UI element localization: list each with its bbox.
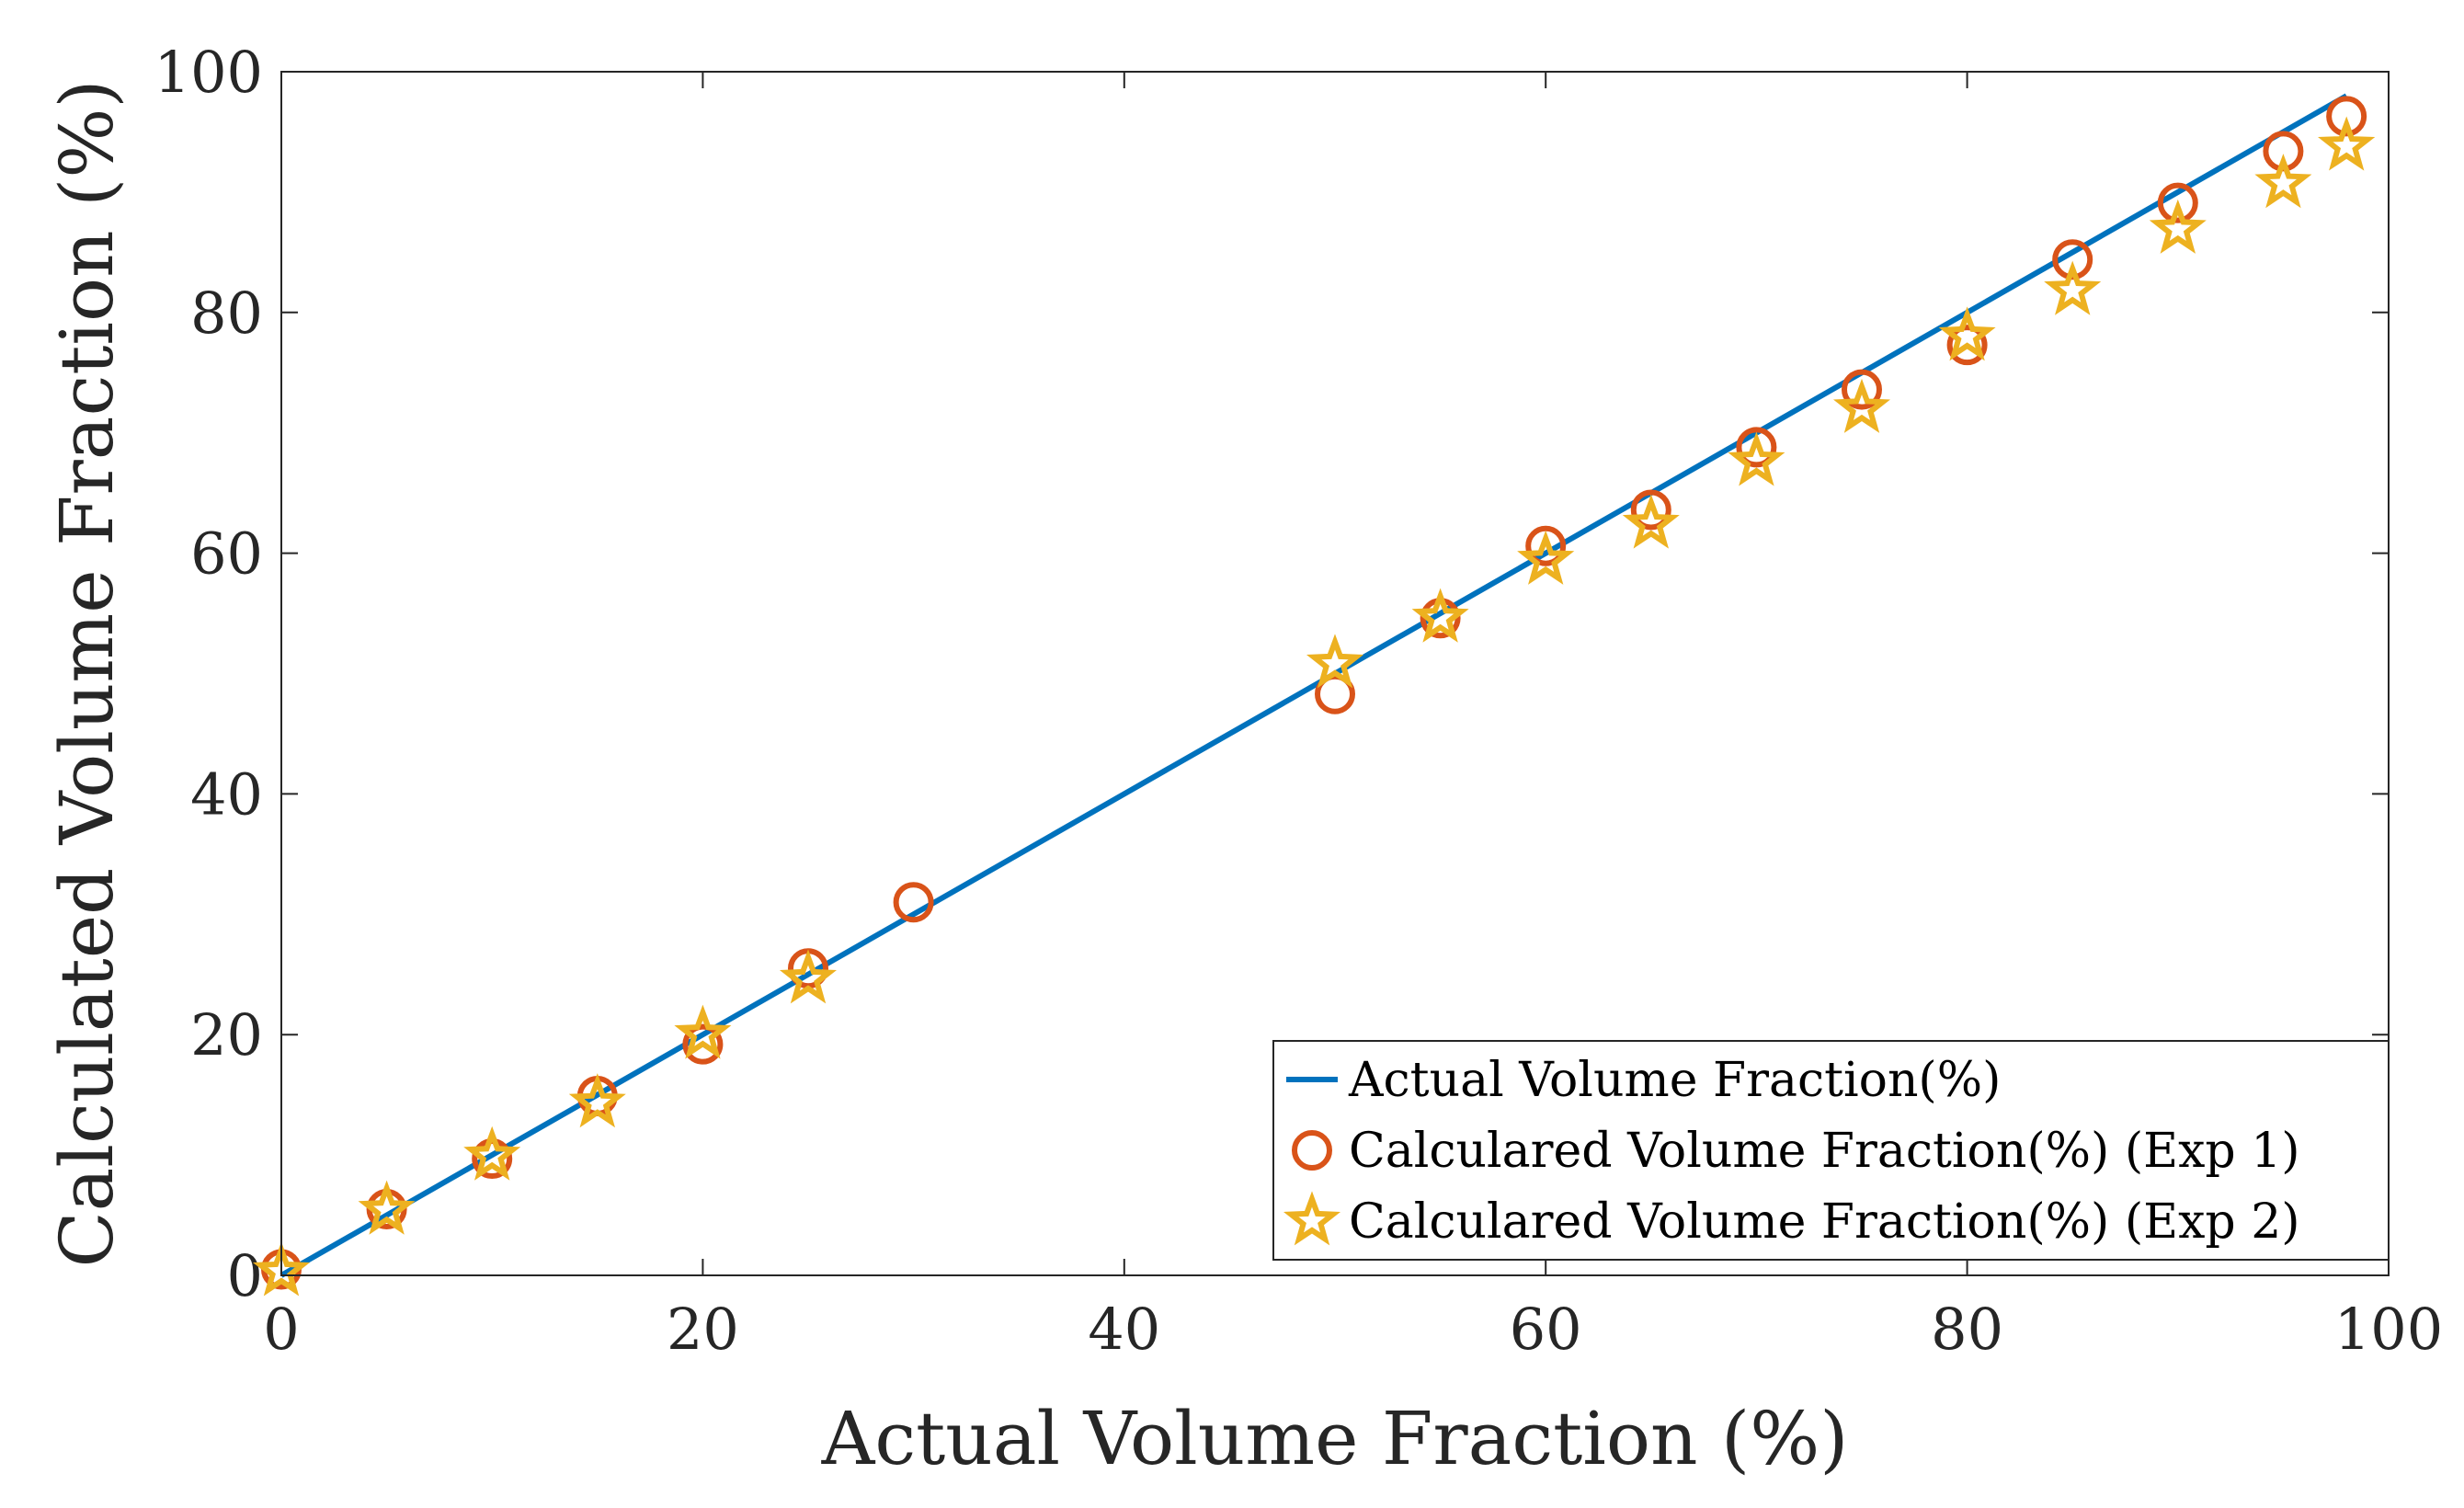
point-exp1 xyxy=(2326,96,2367,137)
series-layer xyxy=(252,93,2376,1297)
point-exp2 xyxy=(1938,306,1996,361)
y-tick-label: 20 xyxy=(190,1001,263,1068)
point-exp1 xyxy=(682,1023,724,1065)
point-exp2 xyxy=(1306,634,1364,689)
x-tick-label: 0 xyxy=(263,1296,299,1363)
y-tick-label: 40 xyxy=(190,760,263,828)
point-exp2 xyxy=(252,1241,311,1297)
point-exp2 xyxy=(568,1073,626,1128)
point-exp1 xyxy=(2052,239,2093,280)
legend-circle-swatch xyxy=(1292,1130,1332,1171)
point-exp1 xyxy=(1525,525,1567,566)
y-tick-label: 0 xyxy=(227,1242,263,1309)
point-exp2 xyxy=(779,949,838,1004)
series-line-actual xyxy=(279,93,2348,1278)
legend-entry-label: Actual Volume Fraction(%) xyxy=(1348,1053,2001,1108)
point-exp2 xyxy=(674,1004,732,1059)
point-exp1 xyxy=(2157,182,2198,223)
point-exp1 xyxy=(893,882,934,923)
legend: Actual Volume Fraction(%) Calculared Volu… xyxy=(1272,1040,2390,1261)
point-exp2 xyxy=(2318,116,2376,171)
x-tick-label: 80 xyxy=(1931,1296,2003,1363)
x-tick-label: 60 xyxy=(1510,1296,1582,1363)
point-exp2 xyxy=(2044,260,2102,315)
point-exp1 xyxy=(1842,369,1882,410)
point-exp2 xyxy=(358,1180,416,1235)
point-exp2 xyxy=(1411,588,1469,643)
legend-entry-label: Calculared Volume Fraction(%) (Exp 2) xyxy=(1349,1194,2300,1250)
point-exp1 xyxy=(1315,673,1355,714)
y-tick-label: 60 xyxy=(190,520,263,588)
point-exp2 xyxy=(1622,494,1680,549)
point-exp2 xyxy=(1517,530,1575,585)
x-axis-label: Actual Volume Fraction (%) xyxy=(821,1396,1849,1481)
point-exp1 xyxy=(1946,325,1988,366)
x-tick-label: 20 xyxy=(667,1296,739,1363)
point-exp1 xyxy=(1736,427,1777,468)
point-exp2 xyxy=(2149,199,2207,254)
axis-ticks: 0 20 40 60 80 100 0 20 40 60 80 100 xyxy=(154,39,2444,1363)
x-tick-label: 40 xyxy=(1088,1296,1160,1363)
point-exp2 xyxy=(2254,154,2312,209)
point-exp2 xyxy=(463,1125,521,1181)
point-exp1 xyxy=(1630,489,1671,531)
legend-box xyxy=(1272,1040,2390,1261)
point-exp2 xyxy=(1832,378,1891,433)
legend-star-swatch xyxy=(1283,1191,1341,1246)
axes-box xyxy=(280,71,2390,1276)
legend-entry-label: Calculared Volume Fraction(%) (Exp 1) xyxy=(1349,1124,2300,1179)
x-tick-label: 100 xyxy=(2334,1296,2443,1363)
y-tick-label: 80 xyxy=(190,280,263,347)
y-axis-label: Calculated Volume Fraction (%) xyxy=(44,79,130,1267)
point-exp2 xyxy=(1728,431,1785,486)
y-tick-label: 100 xyxy=(154,39,263,106)
